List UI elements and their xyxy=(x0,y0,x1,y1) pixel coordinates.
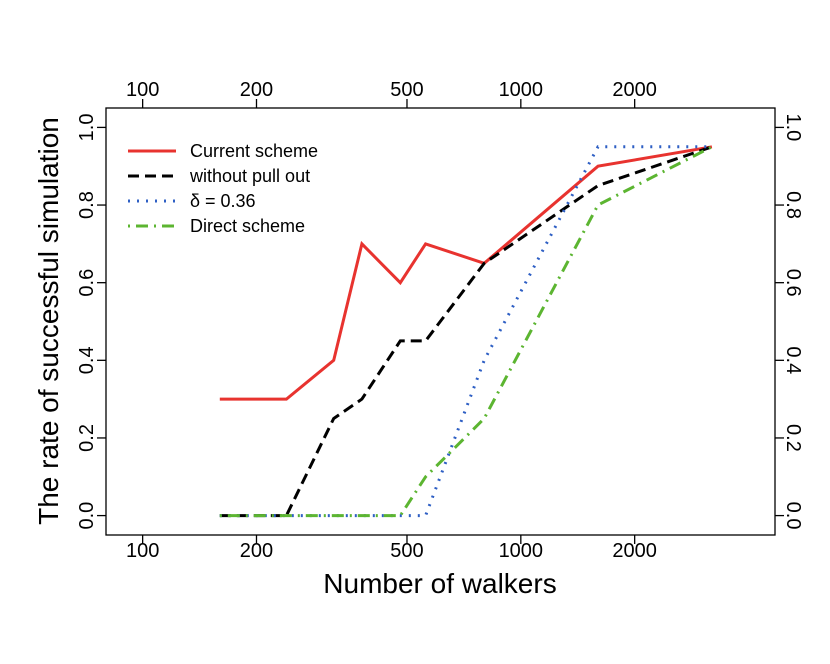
axis-ticks: 100 100 200 200 500 500 1000 1000 2000 2000 0.0 0.0… xyxy=(76,79,804,562)
legend-label: Direct scheme xyxy=(190,216,305,236)
y-tick-label-right: 0.4 xyxy=(782,346,804,374)
plot-frame xyxy=(105,107,776,536)
x-tick-label-bottom: 1000 xyxy=(499,540,544,562)
x-tick-label-bottom: 200 xyxy=(240,540,273,562)
y-tick-label-right: 0.2 xyxy=(782,424,804,452)
y-tick-label-left: 0.6 xyxy=(76,269,98,297)
series-line xyxy=(219,145,713,401)
legend: Current scheme without pull out δ = 0.36 Di… xyxy=(128,141,318,236)
y-axis-title: The rate of successful simulation xyxy=(33,117,64,525)
x-tick-label-bottom: 100 xyxy=(126,540,159,562)
y-tick-label-left: 0.0 xyxy=(76,502,98,530)
y-tick-label-right: 1.0 xyxy=(782,114,804,142)
x-tick-label-top: 2000 xyxy=(612,79,657,101)
series-lines xyxy=(219,145,713,518)
y-tick-label-right: 0.8 xyxy=(782,191,804,219)
legend-label: δ = 0.36 xyxy=(190,191,256,211)
x-tick-label-top: 500 xyxy=(390,79,423,101)
x-tick-label-bottom: 2000 xyxy=(612,540,657,562)
series-line xyxy=(219,145,713,518)
x-tick-label-top: 100 xyxy=(126,79,159,101)
series-line xyxy=(219,145,713,518)
y-tick-label-right: 0.0 xyxy=(782,502,804,530)
x-tick-label-top: 200 xyxy=(240,79,273,101)
x-axis-title: Number of walkers xyxy=(323,568,556,599)
y-tick-label-left: 0.8 xyxy=(76,191,98,219)
y-tick-label-left: 0.2 xyxy=(76,424,98,452)
x-tick-label-top: 1000 xyxy=(499,79,544,101)
x-tick-label-bottom: 500 xyxy=(390,540,423,562)
y-tick-label-left: 1.0 xyxy=(76,114,98,142)
legend-label: Current scheme xyxy=(190,141,318,161)
legend-label: without pull out xyxy=(189,166,310,186)
series-line xyxy=(219,145,712,518)
y-tick-label-left: 0.4 xyxy=(76,346,98,374)
y-tick-label-right: 0.6 xyxy=(782,269,804,297)
